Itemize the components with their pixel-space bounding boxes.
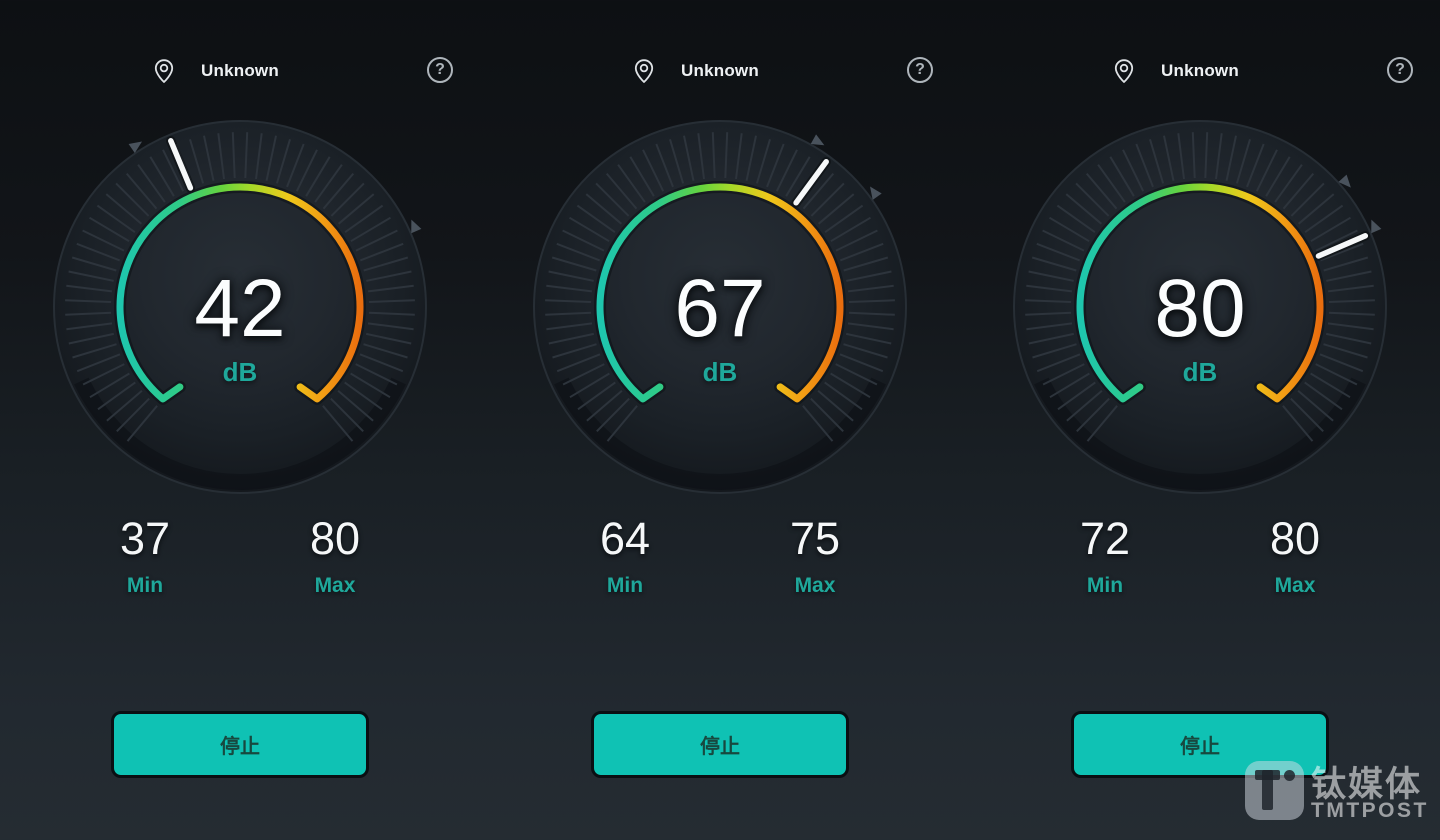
max-value: 80 xyxy=(1269,513,1321,564)
min-label: Min xyxy=(126,574,164,597)
location-header: Unknown ? xyxy=(960,55,1440,89)
max-marker-icon xyxy=(411,219,422,234)
watermark: 钛媒体 TMTPOST xyxy=(1245,757,1440,840)
min-marker-icon xyxy=(1338,174,1351,188)
min-readout: 64 Min xyxy=(540,514,710,598)
min-value: 64 xyxy=(599,513,651,564)
decibel-unit: dB xyxy=(1182,357,1218,387)
gauge-arc xyxy=(596,183,844,403)
gauge-needle xyxy=(1315,233,1369,259)
max-label: Max xyxy=(1274,574,1316,597)
gauge-needle xyxy=(168,138,194,191)
location-header: Unknown ? xyxy=(480,55,960,89)
min-label: Min xyxy=(606,574,644,597)
gauge-arc xyxy=(1076,183,1324,403)
stop-button[interactable]: 停止 xyxy=(111,711,369,778)
gauge-ticks xyxy=(65,132,415,442)
decibel-value: 67 xyxy=(674,263,766,354)
min-readout: 37 Min xyxy=(60,514,230,598)
location-header: Unknown ? xyxy=(0,55,480,89)
watermark-en-text: TMTPOST xyxy=(1311,799,1429,822)
location-pin-icon xyxy=(152,58,176,84)
location-label: Unknown xyxy=(681,61,759,80)
decibel-value: 42 xyxy=(194,263,286,354)
meter-panel: Unknown ? 67 dB 64 Min 75 xyxy=(480,0,960,840)
tmtpost-logo-icon xyxy=(1245,761,1304,820)
location-label: Unknown xyxy=(201,61,279,80)
max-readout: 80 Max xyxy=(250,514,420,598)
max-marker-icon xyxy=(1371,219,1382,234)
meter-panel: Unknown ? 80 dB 72 Min 80 xyxy=(960,0,1440,840)
stop-button[interactable]: 停止 xyxy=(591,711,849,778)
decibel-value: 80 xyxy=(1154,263,1246,354)
max-readout: 80 Max xyxy=(1210,514,1380,598)
max-marker-icon xyxy=(870,186,882,200)
meter-panel: Unknown ? 42 dB 37 Min 80 xyxy=(0,0,480,840)
min-label: Min xyxy=(1086,574,1124,597)
minmax-readout: 37 Min 80 Max xyxy=(0,514,480,604)
watermark-cn-text: 钛媒体 xyxy=(1311,765,1423,804)
help-icon[interactable]: ? xyxy=(1387,57,1413,83)
min-value: 72 xyxy=(1079,513,1131,564)
min-marker-icon xyxy=(810,134,825,146)
decibel-gauge xyxy=(53,120,427,494)
decibel-unit: dB xyxy=(222,357,258,387)
min-readout: 72 Min xyxy=(1020,514,1190,598)
max-label: Max xyxy=(794,574,836,597)
min-value: 37 xyxy=(119,513,171,564)
decibel-gauge xyxy=(1013,120,1387,494)
minmax-readout: 64 Min 75 Max xyxy=(480,514,960,604)
max-value: 75 xyxy=(789,513,841,564)
location-pin-icon xyxy=(632,58,656,84)
gauge-needle xyxy=(793,158,829,206)
help-icon[interactable]: ? xyxy=(427,57,453,83)
location-pin-icon xyxy=(1112,58,1136,84)
max-value: 80 xyxy=(309,513,361,564)
minmax-readout: 72 Min 80 Max xyxy=(960,514,1440,604)
gauge-ticks xyxy=(1025,132,1375,442)
max-label: Max xyxy=(314,574,356,597)
help-icon[interactable]: ? xyxy=(907,57,933,83)
gauge-arc xyxy=(116,183,364,403)
decibel-unit: dB xyxy=(702,357,738,387)
location-label: Unknown xyxy=(1161,61,1239,80)
decibel-gauge xyxy=(533,120,907,494)
max-readout: 75 Max xyxy=(730,514,900,598)
min-marker-icon xyxy=(128,141,143,154)
